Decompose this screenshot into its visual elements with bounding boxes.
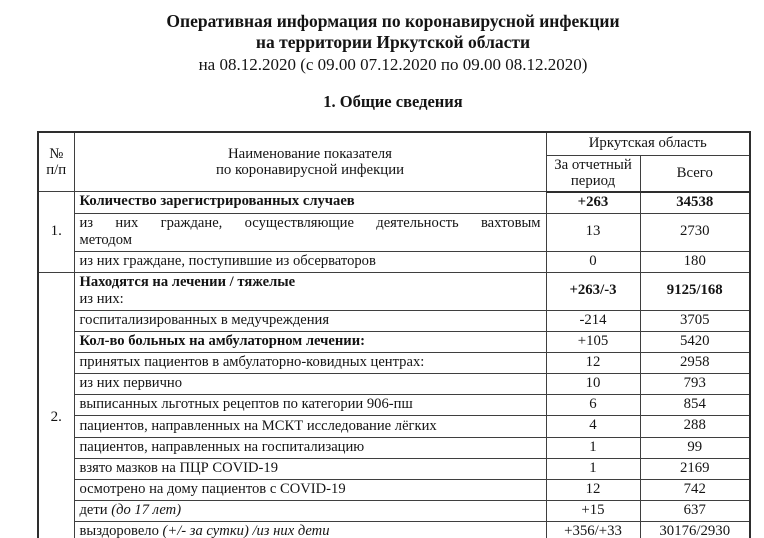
period-value-cell: 6 [545,394,641,417]
indicator-header-line1: Наименование показателя [228,145,392,162]
section-heading: 1. Общие сведения [323,92,463,111]
indicator-label: пациентов, направленных на госпитализаци… [79,438,365,455]
total-value-cell: 637 [639,500,751,523]
table-row: 2. Находятся на лечении / тяжелые из них… [37,271,751,538]
indicator-label: из них граждане, поступившие из обсерват… [79,252,376,269]
table-row: из них граждане, осуществляющие деятельн… [38,212,751,252]
indicator-label: Количество зарегистрированных случаев [79,193,355,210]
indicator-sublabel: из них: [79,290,124,307]
indicator-label: выписанных льготных рецептов по категори… [79,396,413,413]
indicator-cell: осмотрено на дому пациентов с COVID-19 [73,478,547,502]
indicator-cell: из них граждане, поступившие из обсерват… [73,250,547,273]
period-value-cell: +263 [545,191,641,214]
period-value-cell: 12 [545,478,641,502]
total-value-cell: 2958 [639,351,751,375]
period-value-cell: +356/+33 [545,521,641,538]
total-value-cell: 742 [639,478,751,502]
indicator-cell: из них граждане, осуществляющие деятельн… [73,212,547,252]
row-group-number: 2. [37,271,75,538]
period-value-cell: -214 [545,309,641,332]
period-value-cell: 1 [545,436,641,459]
indicator-label: дети (до 17 лет) [79,502,182,519]
indicator-label: Кол-во больных на амбулаторном лечении: [79,332,365,349]
table-row: осмотрено на дому пациентов с COVID-19 1… [38,478,751,502]
period-value-cell: +105 [545,330,641,353]
period-value-cell: 13 [545,212,641,252]
indicator-cell: Количество зарегистрированных случаев [73,191,547,214]
header-row-2: За отчетный период Всего [38,154,751,193]
indicator-label: Находятся на лечении / тяжелые [79,273,296,290]
header-row-1: № п/п Наименование показателя по коронав… [37,131,751,193]
total-value-cell: 3705 [639,309,751,332]
table-row: из них первично 10 793 [38,373,751,396]
indicator-cell: взято мазков на ПЦР COVID-19 [73,457,547,480]
row-group-number: 1. [37,191,75,273]
total-value-cell: 99 [639,436,751,459]
indicator-cell: Находятся на лечении / тяжелые из них: [73,271,547,311]
total-value-cell: 793 [639,373,751,396]
total-value-cell: 180 [639,250,751,273]
indicator-cell: выписанных льготных рецептов по категори… [73,394,547,417]
total-value-cell: 30176/2930 [639,521,751,538]
indicator-cell: пациентов, направленных на МСКТ исследов… [73,415,547,438]
total-value-cell: 2730 [639,212,751,252]
period-value-cell: 12 [545,351,641,375]
indicator-label: пациентов, направленных на МСКТ исследов… [79,417,437,434]
table-row: принятых пациентов в амбулаторно-ковидны… [38,351,751,375]
table-header: № п/п Наименование показателя по коронав… [37,131,751,193]
indicator-cell: принятых пациентов в амбулаторно-ковидны… [73,351,547,375]
table-row: госпитализированных в медучреждения -214… [38,309,751,332]
column-header-region: Иркутская область [545,131,751,156]
table-row: из них граждане, поступившие из обсерват… [38,250,751,273]
period-value-cell: 4 [545,415,641,438]
num-header-line2: п/п [46,162,67,179]
indicator-label: выздоровело (+/- за сутки) /из них дети [79,523,330,538]
document-page: Оперативная информация по коронавирусной… [37,0,752,538]
covid-statistics-table: № п/п Наименование показателя по коронав… [37,131,752,538]
table-row: дети (до 17 лет) +15 637 [38,500,751,523]
total-value-cell: 854 [639,394,751,417]
column-header-total: Всего [639,154,751,193]
total-value-cell: 34538 [639,191,751,214]
indicator-label: из них граждане, осуществляющие деятельн… [79,214,541,231]
total-value-cell: 9125/168 [639,271,751,311]
indicator-cell: из них первично [73,373,547,396]
title-line-1: Оперативная информация по коронавирусной… [166,11,620,31]
table-row: взято мазков на ПЦР COVID-19 1 2169 [38,457,751,480]
column-header-period: За отчетный период [545,154,641,193]
period-value-cell: +15 [545,500,641,523]
period-value-cell: +263/-3 [545,271,641,311]
document-header: Оперативная информация по коронавирусной… [37,11,749,112]
table-row: пациентов, направленных на МСКТ исследов… [38,415,751,438]
indicator-label: взято мазков на ПЦР COVID-19 [79,459,279,476]
period-value-cell: 0 [545,250,641,273]
indicator-label: госпитализированных в медучреждения [79,311,330,328]
period-value-cell: 1 [545,457,641,480]
indicator-label: принятых пациентов в амбулаторно-ковидны… [79,354,425,371]
indicator-header-line2: по коронавирусной инфекции [215,162,405,179]
table-row: выписанных льготных рецептов по категори… [38,394,751,417]
total-value-cell: 2169 [639,457,751,480]
indicator-label: из них первично [79,375,183,392]
column-header-indicator: Наименование показателя по коронавирусно… [73,131,547,193]
indicator-sublabel: методом [79,231,132,248]
indicator-cell: пациентов, направленных на госпитализаци… [73,436,547,459]
period-value-cell: 10 [545,373,641,396]
table-body: 1. Количество зарегистрированных случаев… [37,191,751,538]
num-header-line1: № [49,145,64,162]
indicator-cell: выздоровело (+/- за сутки) /из них дети [73,521,547,538]
table-row: выздоровело (+/- за сутки) /из них дети … [38,521,751,538]
indicator-label: осмотрено на дому пациентов с COVID-19 [79,480,346,497]
indicator-cell: госпитализированных в медучреждения [73,309,547,332]
table-row: пациентов, направленных на госпитализаци… [38,436,751,459]
total-value-cell: 5420 [639,330,751,353]
table-row: 1. Количество зарегистрированных случаев… [37,191,751,273]
title-line-2: на территории Иркутской области [255,32,531,52]
total-value-cell: 288 [639,415,751,438]
column-header-num: № п/п [37,131,75,193]
table-row: Кол-во больных на амбулаторном лечении: … [38,330,751,353]
indicator-cell: дети (до 17 лет) [73,500,547,523]
indicator-cell: Кол-во больных на амбулаторном лечении: [73,330,547,353]
title-date-line: на 08.12.2020 (с 09.00 07.12.2020 по 09.… [198,55,588,74]
